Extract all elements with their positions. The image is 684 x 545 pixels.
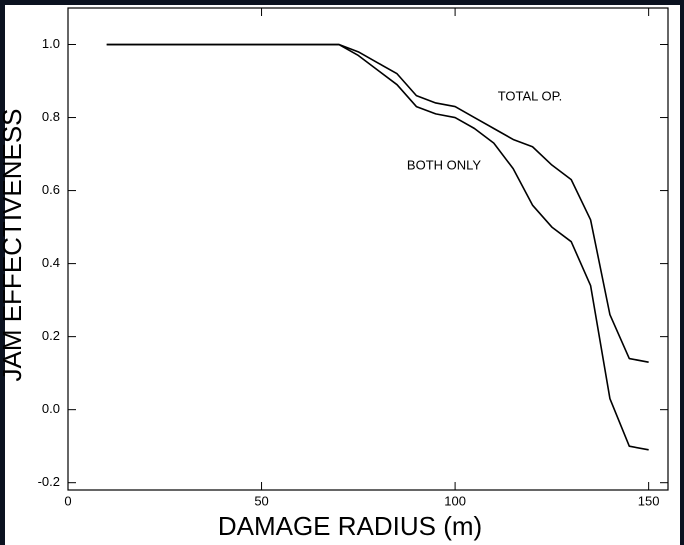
y-tick-label: 0.0 <box>42 401 60 416</box>
y-tick-label: 0.2 <box>42 328 60 343</box>
series-label: BOTH ONLY <box>407 157 481 172</box>
x-axis-label: DAMAGE RADIUS (m) <box>218 511 482 541</box>
panel <box>5 5 680 545</box>
y-tick-label: 1.0 <box>42 36 60 51</box>
y-tick-label: -0.2 <box>38 474 60 489</box>
line-series <box>106 43 649 451</box>
plot-frame <box>67 7 669 491</box>
y-axis-label: JAM EFFECTIVENESS <box>0 108 27 381</box>
x-tick-label: 0 <box>64 493 71 508</box>
y-tick-label: 0.6 <box>42 182 60 197</box>
x-tick-label: 150 <box>638 493 660 508</box>
y-tick-label: 0.8 <box>42 109 60 124</box>
x-tick-label: 100 <box>444 493 466 508</box>
series-label: TOTAL OP. <box>498 88 563 103</box>
x-tick-label: 50 <box>254 493 268 508</box>
y-tick-label: 0.4 <box>42 255 60 270</box>
line-series <box>106 43 649 363</box>
